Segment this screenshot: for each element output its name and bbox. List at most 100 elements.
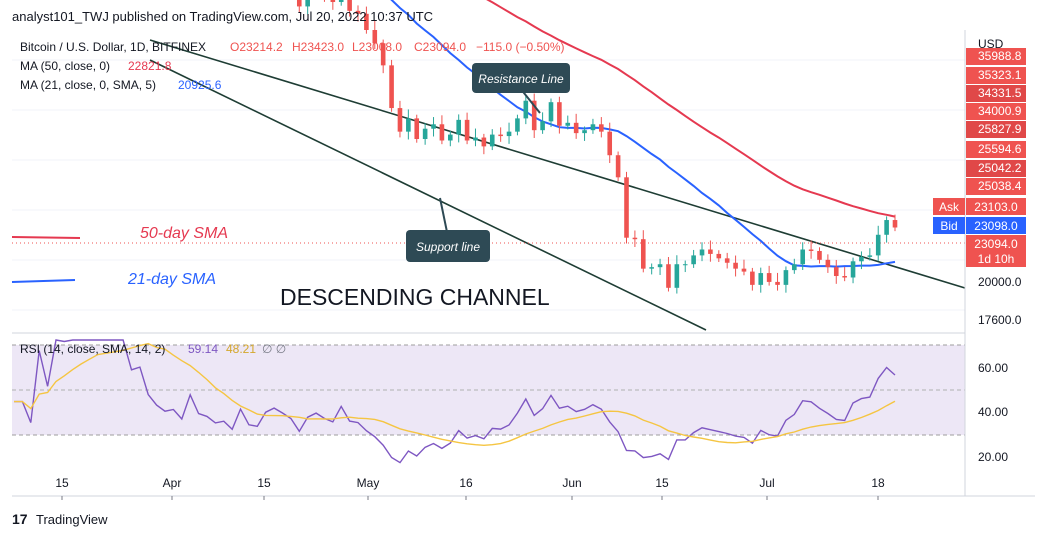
- time-axis-label: 15: [655, 476, 669, 490]
- price-label-tag: [966, 67, 1026, 84]
- candle-body: [456, 119, 461, 135]
- candle-body: [590, 124, 596, 131]
- support-callout: Support line: [406, 197, 490, 262]
- price-axis-labels: 35988.8 35323.1 34331.5 34000.9 25827.9 25594…: [966, 48, 1026, 327]
- candle-body: [473, 137, 478, 141]
- resistance-callout-text: Resistance Line: [478, 72, 564, 86]
- tradingview-brand: TradingView: [36, 512, 108, 527]
- candle-body: [884, 220, 889, 235]
- time-axis-label: 16: [459, 476, 473, 490]
- candle-body: [389, 65, 394, 109]
- ma21-legend-stroke: [11, 279, 76, 283]
- candle-body: [800, 249, 806, 265]
- candle-body: [355, 10, 361, 14]
- price-axis-label: 25042.2: [978, 161, 1022, 175]
- bar-countdown: 1d 10h: [978, 252, 1015, 266]
- candle-body: [783, 270, 789, 285]
- ohlc-open: O23214.2: [230, 40, 283, 54]
- published-by: analyst101_TWJ published on TradingView.…: [12, 9, 433, 24]
- candle-body: [414, 118, 420, 140]
- candle-body: [892, 220, 898, 228]
- candle-body: [565, 122, 571, 126]
- currency-label: USD: [978, 37, 1004, 51]
- tradingview-logo[interactable]: 17 TradingView: [12, 511, 108, 527]
- candle-body: [808, 249, 814, 251]
- rsi-legend-suffix: ∅ ∅: [262, 342, 286, 356]
- rsi-legend-value: 59.14: [188, 342, 218, 356]
- candle-body: [397, 108, 403, 132]
- price-label-tag: [966, 48, 1026, 65]
- candle-body: [515, 118, 520, 132]
- candle-body: [775, 281, 780, 285]
- candle-body: [481, 137, 487, 147]
- candle-body: [716, 253, 722, 259]
- resistance-line: [149, 39, 966, 289]
- price-label-tag: [966, 121, 1026, 138]
- candle-body: [498, 134, 503, 137]
- candle-body: [817, 250, 822, 260]
- candle-body: [691, 255, 696, 265]
- price-label-tag: [966, 103, 1026, 120]
- candle-body: [448, 134, 453, 141]
- ohlc-high: H23423.0: [292, 40, 344, 54]
- price-axis-label: 20000.0: [978, 275, 1022, 289]
- candle-body: [733, 262, 738, 269]
- candle-body: [406, 118, 411, 132]
- price-label-tag: [966, 160, 1026, 177]
- candle-body: [699, 249, 705, 256]
- bid-tag[interactable]: Bid 23098.0: [933, 217, 1026, 234]
- candles: [296, 0, 898, 294]
- candle-body: [439, 124, 445, 141]
- rsi-axis-40: 40.00: [978, 405, 1008, 419]
- candle-body: [330, 0, 336, 3]
- candle-body: [792, 264, 797, 271]
- time-axis-label: 15: [257, 476, 271, 490]
- candle-body: [640, 239, 646, 269]
- time-axis-labels: 15 Apr 15 May 16 Jun 15 Jul 18: [55, 476, 885, 500]
- tradingview-logo-icon: 17: [12, 511, 28, 527]
- ma50-legend-stroke: [11, 236, 81, 239]
- candle-body: [842, 276, 847, 278]
- ask-tag[interactable]: Ask 23103.0: [933, 198, 1026, 215]
- ma21-legend-label: MA (21, close, 0, SMA, 5): [20, 78, 156, 92]
- candle-body: [741, 268, 747, 272]
- candle-body: [523, 100, 529, 119]
- time-axis-label: Jun: [562, 476, 581, 490]
- rsi-axis-60: 60.00: [978, 361, 1008, 375]
- ma50-legend-label: MA (50, close, 0): [20, 59, 110, 73]
- sma21-annotation: 21-day SMA: [127, 271, 216, 288]
- candle-body: [364, 13, 369, 30]
- candle-body: [833, 267, 839, 277]
- price-axis-label: 25594.6: [978, 142, 1022, 156]
- ohlc-low: L23008.0: [352, 40, 402, 54]
- candle-body: [338, 0, 344, 3]
- time-axis-label: Jul: [759, 476, 774, 490]
- candle-body: [431, 124, 436, 129]
- candle-body: [708, 249, 713, 254]
- bid-label: Bid: [940, 219, 957, 233]
- bid-value: 23098.0: [974, 219, 1018, 233]
- time-axis-label: May: [357, 476, 380, 490]
- sma50-annotation: 50-day SMA: [140, 225, 228, 242]
- price-label-tag: [966, 85, 1026, 102]
- candle-body: [380, 43, 386, 66]
- candle-body: [548, 102, 554, 122]
- candle-body: [489, 134, 495, 147]
- candle-body: [296, 0, 302, 7]
- rsi-line: [14, 339, 896, 464]
- price-axis-label: 35988.8: [978, 49, 1022, 63]
- candle-body: [624, 177, 629, 238]
- time-axis-label: 18: [871, 476, 885, 490]
- last-price-value: 23094.0: [974, 237, 1018, 251]
- candle-body: [666, 264, 671, 288]
- time-axis-label: Apr: [163, 476, 182, 490]
- price-axis-label: 35323.1: [978, 68, 1022, 82]
- ask-value: 23103.0: [974, 200, 1018, 214]
- ma21-line: [390, 0, 896, 268]
- candle-body: [875, 234, 881, 256]
- price-label-tag: [966, 141, 1026, 158]
- candle-body: [540, 121, 545, 131]
- candle-body: [682, 264, 688, 266]
- candle-body: [464, 119, 470, 141]
